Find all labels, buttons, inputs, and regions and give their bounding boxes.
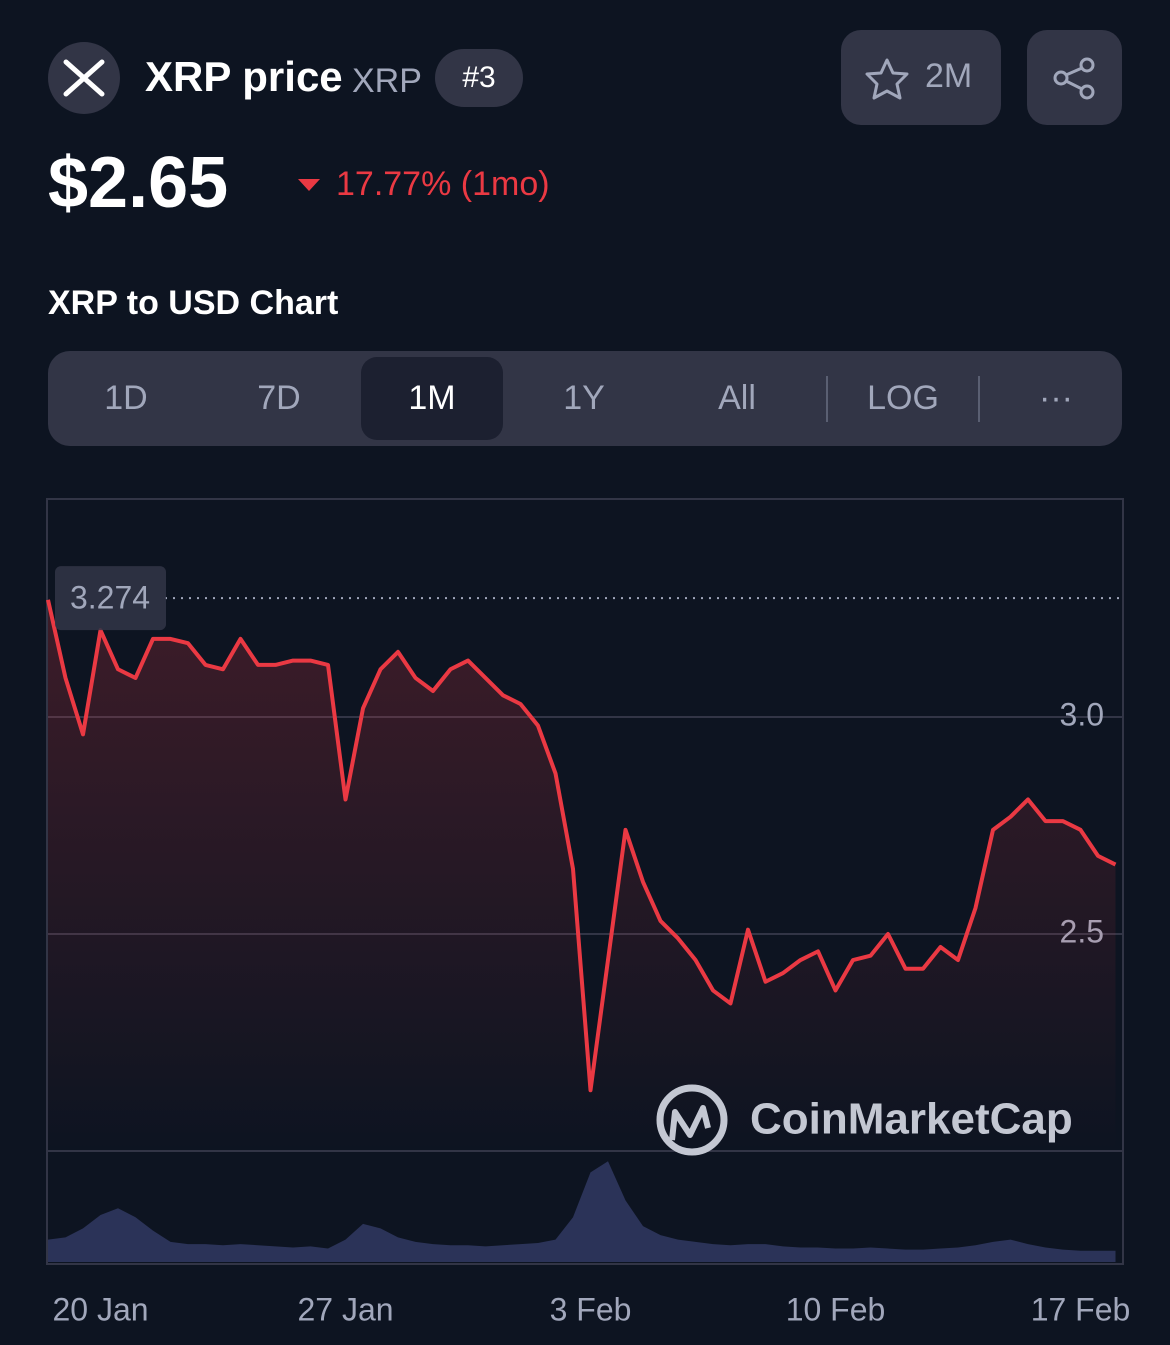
tab[interactable]: 1M [408,379,455,417]
tabs: 1D 7D 1M 1Y All LOG ··· [104,357,1073,440]
price-area [48,599,1116,1151]
x-tick-label: 3 Feb [550,1291,632,1327]
price: $2.65 [48,143,228,223]
coin-logo [48,42,120,114]
watermark-logo [656,1084,728,1156]
chart-frame [46,498,1124,1265]
rank: #3 [462,61,495,94]
tab[interactable]: LOG [867,379,939,417]
down-arrow [298,179,320,191]
tab[interactable]: 1D [104,379,147,417]
y-tick-label: 3.0 [1060,696,1104,732]
watchlist-count: 2M [925,57,972,95]
volume-area [48,1161,1116,1262]
price-change: 17.77% (1mo) [336,165,550,203]
high-label-box [55,566,166,631]
rank-badge [435,49,523,107]
tab[interactable]: 7D [257,379,300,417]
tab[interactable]: ··· [1039,379,1073,417]
x-tick-label: 17 Feb [1031,1291,1131,1327]
coin-title: XRP price [145,53,343,100]
tab-bar [48,351,1122,446]
coin-symbol: XRP [352,62,422,100]
tab[interactable]: 1Y [563,379,605,417]
active-tab [361,357,503,440]
high-label: 3.274 [70,580,150,616]
x-tick-label: 27 Jan [297,1291,393,1327]
x-tick-label: 10 Feb [786,1291,886,1327]
price-line [46,599,1117,1093]
x-tick-label: 20 Jan [52,1291,148,1327]
tab[interactable]: All [718,379,756,417]
watchlist-button[interactable]: 2M [841,30,1001,125]
share-button[interactable] [1027,30,1122,125]
watermark: CoinMarketCap [750,1095,1073,1144]
section-title: XRP to USD Chart [48,284,338,322]
